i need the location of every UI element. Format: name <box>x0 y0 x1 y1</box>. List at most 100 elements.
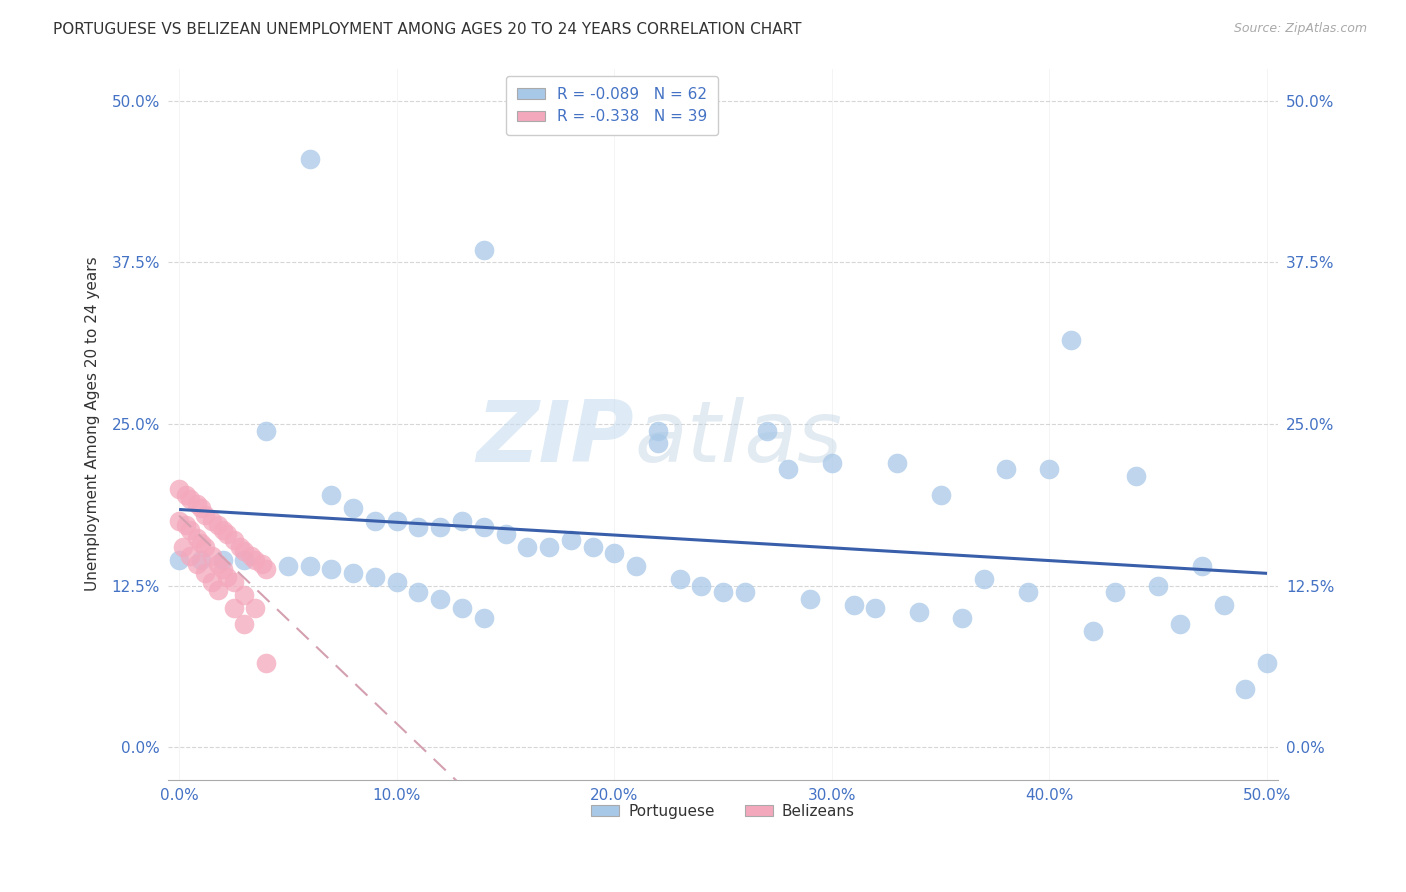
Point <box>321 488 343 502</box>
Point <box>194 540 217 554</box>
Point <box>215 569 238 583</box>
Point <box>201 514 224 528</box>
Point <box>250 557 273 571</box>
Point <box>1234 682 1257 697</box>
Point <box>560 533 582 548</box>
Y-axis label: Unemployment Among Ages 20 to 24 years: Unemployment Among Ages 20 to 24 years <box>86 257 100 591</box>
Point <box>201 574 224 589</box>
Point <box>207 557 229 571</box>
Point <box>408 520 430 534</box>
Point <box>167 514 190 528</box>
Point <box>734 585 756 599</box>
Point <box>624 559 647 574</box>
Point <box>647 424 669 438</box>
Text: atlas: atlas <box>634 397 842 480</box>
Point <box>298 559 321 574</box>
Point <box>886 456 908 470</box>
Point <box>668 572 690 586</box>
Point <box>994 462 1017 476</box>
Point <box>472 243 495 257</box>
Point <box>222 574 245 589</box>
Point <box>233 553 256 567</box>
Point <box>194 508 217 522</box>
Point <box>254 657 277 671</box>
Point <box>342 566 364 580</box>
Point <box>190 501 212 516</box>
Point <box>364 569 387 583</box>
Point <box>179 523 201 537</box>
Point <box>842 598 865 612</box>
Point <box>201 549 224 563</box>
Point <box>342 501 364 516</box>
Point <box>603 546 626 560</box>
Point <box>472 520 495 534</box>
Point <box>1125 468 1147 483</box>
Point <box>929 488 952 502</box>
Point <box>186 557 208 571</box>
Point <box>755 424 778 438</box>
Point <box>385 574 408 589</box>
Point <box>973 572 995 586</box>
Point <box>245 600 267 615</box>
Point <box>1104 585 1126 599</box>
Point <box>711 585 734 599</box>
Point <box>233 588 256 602</box>
Point <box>179 491 201 506</box>
Point <box>167 482 190 496</box>
Legend: Portuguese, Belizeans: Portuguese, Belizeans <box>585 798 860 825</box>
Point <box>254 424 277 438</box>
Point <box>408 585 430 599</box>
Point <box>174 517 197 532</box>
Point <box>233 543 256 558</box>
Text: PORTUGUESE VS BELIZEAN UNEMPLOYMENT AMONG AGES 20 TO 24 YEARS CORRELATION CHART: PORTUGUESE VS BELIZEAN UNEMPLOYMENT AMON… <box>53 22 801 37</box>
Point <box>1038 462 1060 476</box>
Point <box>429 520 451 534</box>
Point <box>364 514 387 528</box>
Point <box>211 562 233 576</box>
Point <box>472 611 495 625</box>
Point <box>179 549 201 563</box>
Point <box>1168 617 1191 632</box>
Point <box>1017 585 1039 599</box>
Point <box>821 456 844 470</box>
Point <box>581 540 603 554</box>
Point <box>172 540 194 554</box>
Point <box>215 527 238 541</box>
Point <box>1147 579 1170 593</box>
Point <box>190 536 212 550</box>
Point <box>516 540 538 554</box>
Point <box>167 553 190 567</box>
Point <box>952 611 974 625</box>
Point <box>233 617 256 632</box>
Point <box>537 540 560 554</box>
Point <box>647 436 669 450</box>
Point <box>190 553 212 567</box>
Point <box>385 514 408 528</box>
Point <box>174 488 197 502</box>
Point <box>321 562 343 576</box>
Point <box>799 591 821 606</box>
Point <box>207 582 229 597</box>
Point <box>245 553 267 567</box>
Point <box>194 566 217 580</box>
Point <box>239 549 262 563</box>
Point <box>222 533 245 548</box>
Point <box>222 600 245 615</box>
Point <box>1256 657 1278 671</box>
Point <box>207 517 229 532</box>
Point <box>451 600 474 615</box>
Point <box>211 553 233 567</box>
Point <box>865 600 887 615</box>
Point <box>429 591 451 606</box>
Point <box>298 152 321 166</box>
Point <box>495 527 517 541</box>
Point <box>1191 559 1213 574</box>
Point <box>186 531 208 545</box>
Point <box>1081 624 1104 638</box>
Point <box>186 497 208 511</box>
Point <box>451 514 474 528</box>
Point <box>254 562 277 576</box>
Point <box>211 523 233 537</box>
Point <box>1212 598 1234 612</box>
Point <box>277 559 299 574</box>
